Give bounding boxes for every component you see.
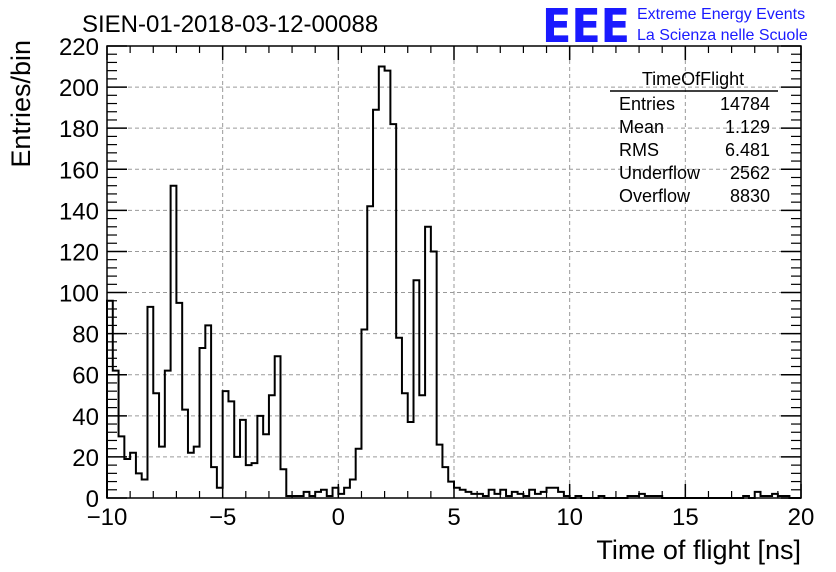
- x-tick-label: 5: [447, 504, 460, 531]
- stats-box: TimeOfFlight Entries 14784 Mean 1.129 RM…: [610, 69, 778, 206]
- histogram-series: [106, 65, 801, 499]
- tick-labels: −10 −5 0 5 10 15 20020406080100120140160180200…: [59, 34, 814, 531]
- x-tick-label: 20: [788, 504, 815, 531]
- x-tick-label: 15: [672, 504, 699, 531]
- stats-value-overflow: 8830: [730, 186, 770, 206]
- y-tick-label: 220: [59, 34, 99, 61]
- logo-line2: La Scienza nelle Scuole: [637, 27, 808, 44]
- x-tick-label: 10: [556, 504, 583, 531]
- y-tick-label: 80: [72, 322, 99, 349]
- y-tick-label: 40: [72, 404, 99, 431]
- x-tick-label: −10: [87, 504, 128, 531]
- y-tick-label: 160: [59, 157, 99, 184]
- stats-label-rms: RMS: [619, 140, 659, 160]
- stats-value-underflow: 2562: [730, 163, 770, 183]
- y-tick-label: 60: [72, 363, 99, 390]
- y-tick-label: 200: [59, 75, 99, 102]
- chart-title: SIEN-01-2018-03-12-00088: [82, 11, 378, 38]
- stats-label-overflow: Overflow: [619, 186, 691, 206]
- stats-label-underflow: Underflow: [619, 163, 701, 183]
- stats-value-entries: 14784: [720, 94, 770, 114]
- logo-line1: Extreme Energy Events: [637, 6, 805, 23]
- stats-box-name: TimeOfFlight: [642, 69, 744, 89]
- x-tick-label: −5: [209, 504, 236, 531]
- y-tick-label: 100: [59, 281, 99, 308]
- y-tick-label: 180: [59, 116, 99, 143]
- logo-letters: EEE: [542, 0, 630, 53]
- stats-value-rms: 6.481: [725, 140, 770, 160]
- stats-value-mean: 1.129: [725, 117, 770, 137]
- y-tick-label: 140: [59, 198, 99, 225]
- stats-label-mean: Mean: [619, 117, 664, 137]
- y-axis-title: Entries/bin: [6, 40, 36, 168]
- x-tick-label: 0: [332, 504, 345, 531]
- y-tick-label: 0: [86, 486, 99, 513]
- axis-ticks: [106, 45, 802, 499]
- y-tick-label: 120: [59, 239, 99, 266]
- stats-label-entries: Entries: [619, 94, 675, 114]
- grid-lines: [107, 46, 801, 498]
- y-tick-label: 20: [72, 445, 99, 472]
- x-axis-title: Time of flight [ns]: [596, 535, 801, 565]
